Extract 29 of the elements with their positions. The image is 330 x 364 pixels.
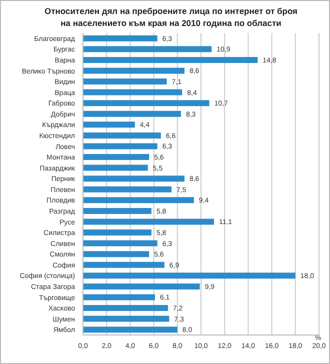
bar <box>83 68 184 74</box>
bar <box>83 326 178 333</box>
bar <box>83 100 210 106</box>
bar <box>83 110 181 117</box>
bar <box>83 122 135 128</box>
bar <box>83 46 212 52</box>
bar <box>83 154 150 160</box>
bar <box>83 230 152 236</box>
bar <box>83 251 150 258</box>
bar <box>83 283 200 290</box>
bar <box>83 272 296 279</box>
bar <box>83 186 172 192</box>
bar <box>83 164 148 171</box>
bar <box>83 262 164 268</box>
bar <box>83 240 158 246</box>
chart-title: Относителен дял на преброените лица по интернет от броя на населението към края на 2010 година по области <box>43 5 299 29</box>
bar <box>83 294 155 300</box>
bar <box>83 305 168 312</box>
bar <box>83 197 194 204</box>
bar <box>83 208 152 214</box>
bar <box>83 56 258 63</box>
bar <box>83 35 158 42</box>
bar <box>83 132 161 138</box>
bar <box>83 143 158 150</box>
bar <box>83 218 214 225</box>
bar <box>83 78 167 85</box>
bar <box>83 176 184 182</box>
bar <box>83 316 170 322</box>
bar <box>83 89 182 96</box>
